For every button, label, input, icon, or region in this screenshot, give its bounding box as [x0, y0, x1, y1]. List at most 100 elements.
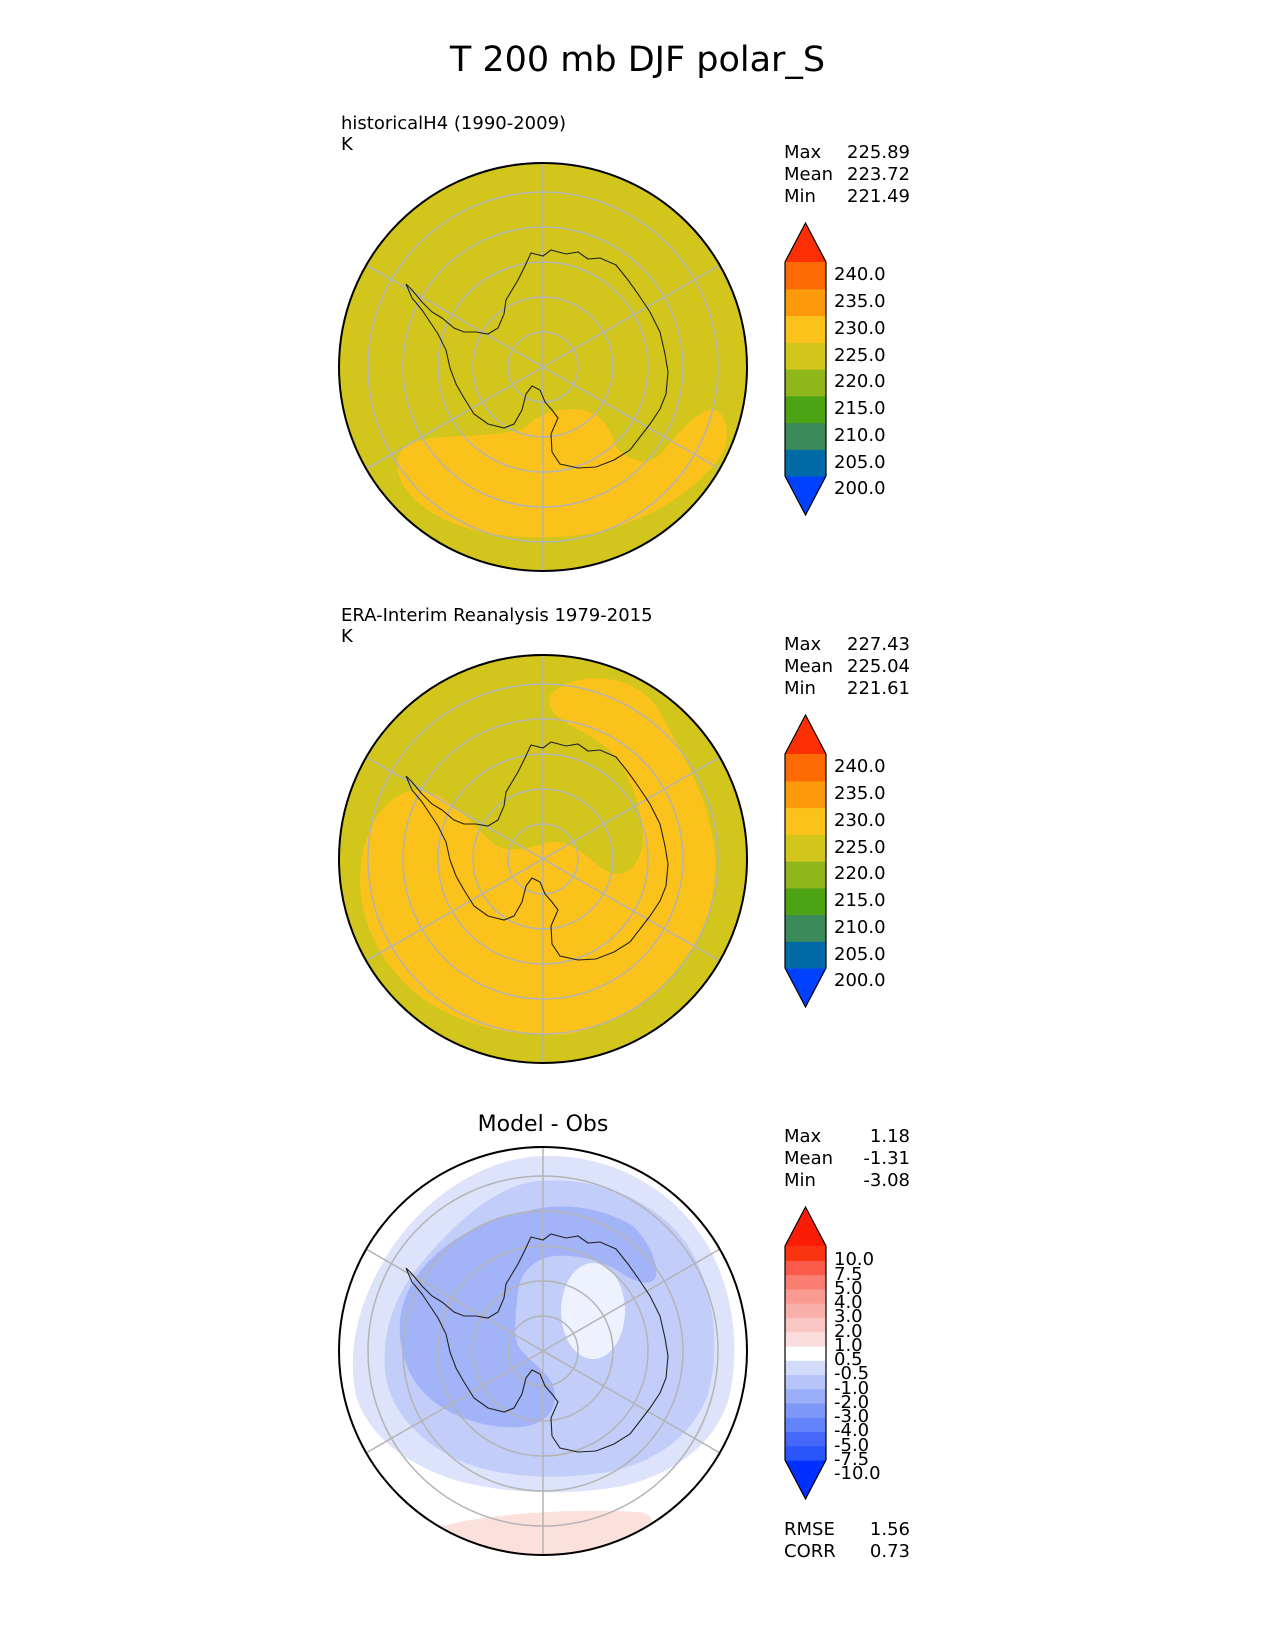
colorbar-model — [784, 221, 827, 517]
graticule — [365, 1147, 721, 1555]
colorbar-tick-label: 205.0 — [834, 943, 886, 965]
antarctica-coastline — [405, 249, 669, 469]
colorbar-outline — [784, 713, 827, 1009]
colorbar-segment — [785, 941, 826, 969]
stat-min-label: Min — [784, 678, 816, 699]
stats-box-model: Max 225.89 Mean 223.72 Min 221.49 — [784, 142, 910, 208]
colorbar-tick-label: 5.0 — [834, 1277, 863, 1299]
stats-box-diff: Max 1.18 Mean -1.31 Min -3.08 — [784, 1126, 910, 1192]
colorbar-tick-label: 2.0 — [834, 1320, 863, 1342]
colorbar-extend-min — [785, 1460, 826, 1499]
colorbar-segment — [785, 807, 826, 835]
colorbar-outline — [784, 1205, 827, 1501]
colorbar-segment — [785, 1288, 826, 1304]
colorbar-segment — [785, 422, 826, 450]
colorbar-segment — [785, 449, 826, 477]
stat-max-value: 227.43 — [847, 634, 910, 655]
antarctica-coastline — [405, 741, 669, 961]
colorbar-tick-label: 215.0 — [834, 890, 886, 912]
colorbar-extend-min — [785, 476, 826, 515]
colorbar-segment — [785, 288, 826, 317]
colorbar-tick-label: -7.5 — [834, 1449, 870, 1470]
colorbar-tick-label: -2.0 — [834, 1391, 870, 1413]
colorbar-segment — [785, 1417, 826, 1433]
colorbar-extend-max — [785, 1207, 826, 1246]
stats-box-obs: Max 227.43 Mean 225.04 Min 221.61 — [784, 634, 910, 700]
colorbar-tick-label: 225.0 — [834, 836, 886, 858]
stat-max-value: 1.18 — [869, 1126, 910, 1147]
colorbar-tick-label: 220.0 — [834, 863, 886, 885]
stat-max-label: Max — [784, 634, 822, 655]
colorbar-segment — [785, 780, 826, 809]
graticule — [365, 655, 721, 1063]
panel-units-model: K — [341, 134, 353, 155]
field-region-near-zero-interior — [561, 1263, 625, 1359]
colorbar-tick-label: 235.0 — [834, 291, 886, 313]
antarctica-coastline — [405, 1233, 669, 1453]
panel-title-model-line1: historicalH4 (1990-2009) — [341, 113, 567, 134]
colorbar-tick-label: 230.0 — [834, 317, 886, 339]
colorbar-segment — [785, 315, 826, 343]
colorbar-segment — [785, 262, 826, 290]
stat-min-value: -3.08 — [863, 1170, 910, 1191]
graticule — [365, 163, 721, 571]
colorbar-segment — [785, 1345, 826, 1361]
stat-min-value: 221.49 — [847, 186, 910, 207]
colorbar-tick-label: -5.0 — [834, 1434, 870, 1456]
stat-min-label: Min — [784, 1170, 816, 1191]
colorbar-segment — [785, 914, 826, 942]
colorbar-segment — [785, 1360, 826, 1375]
figure-title: T 200 mb DJF polar_S — [449, 40, 826, 80]
colorbar-tick-label: 220.0 — [834, 371, 886, 393]
colorbar-extend-min — [785, 968, 826, 1007]
stat-mean-value: 225.04 — [847, 656, 910, 677]
colorbar-segment — [785, 754, 826, 782]
colorbar-tick-label: 0.5 — [834, 1349, 863, 1371]
panel-units-obs: K — [341, 626, 353, 647]
colorbar-tick-label: 4.0 — [834, 1292, 863, 1314]
colorbar-tick-label: 200.0 — [834, 970, 886, 992]
colorbar-tick-label: 210.0 — [834, 424, 886, 446]
stat-max-label: Max — [784, 1126, 822, 1147]
colorbar-segment — [785, 1317, 826, 1333]
stat-min-value: 221.61 — [847, 678, 910, 699]
map-border — [338, 162, 748, 572]
stat-max-label: Max — [784, 142, 822, 163]
panel-title-model: historicalH4 (1990-2009) K — [341, 113, 566, 155]
colorbar-segment — [785, 1402, 826, 1418]
colorbar-segment — [785, 1331, 826, 1347]
stat-mean-label: Mean — [784, 656, 834, 677]
field-region-minus-2-to-minus-3 — [399, 1206, 657, 1428]
colorbar-tick-label: 200.0 — [834, 478, 886, 500]
colorbar-segment — [785, 369, 826, 397]
panel-title-obs: ERA-Interim Reanalysis 1979-2015 K — [341, 605, 653, 647]
colorbar-segment — [785, 1445, 826, 1461]
colorbar-tick-label: 240.0 — [834, 264, 886, 286]
colorbar-obs — [784, 713, 827, 1009]
map-border — [338, 654, 748, 1064]
colorbar-tick-label: -0.5 — [834, 1363, 870, 1385]
colorbar-tick-label: 205.0 — [834, 451, 886, 473]
colorbar-segment — [785, 1274, 826, 1290]
colorbar-segment — [785, 1260, 826, 1276]
panel-title-obs-line1: ERA-Interim Reanalysis 1979-2015 — [341, 605, 653, 626]
polar-map-obs — [338, 654, 748, 1064]
polar-map-model — [338, 162, 748, 572]
colorbar-segment — [785, 342, 826, 370]
stat-min-label: Min — [784, 186, 816, 207]
colorbar-tick-label: 235.0 — [834, 783, 886, 805]
stat-mean-value: 223.72 — [847, 164, 910, 185]
colorbar-tick-label: -1.0 — [834, 1377, 870, 1399]
polar-map-diff — [338, 1146, 748, 1556]
corr-value: 0.73 — [869, 1541, 910, 1562]
stat-mean-label: Mean — [784, 164, 834, 185]
map-border — [338, 1146, 748, 1556]
rmse-label: RMSE — [784, 1519, 835, 1540]
field-region-0p5-to-1 — [432, 1510, 652, 1555]
colorbar-extend-max — [785, 223, 826, 262]
field-region-225-230 — [397, 409, 728, 538]
colorbar-segment — [785, 1388, 826, 1404]
colorbar-tick-label: -10.0 — [834, 1463, 881, 1485]
colorbar-tick-label: 225.0 — [834, 344, 886, 366]
colorbar-segment — [785, 861, 826, 889]
